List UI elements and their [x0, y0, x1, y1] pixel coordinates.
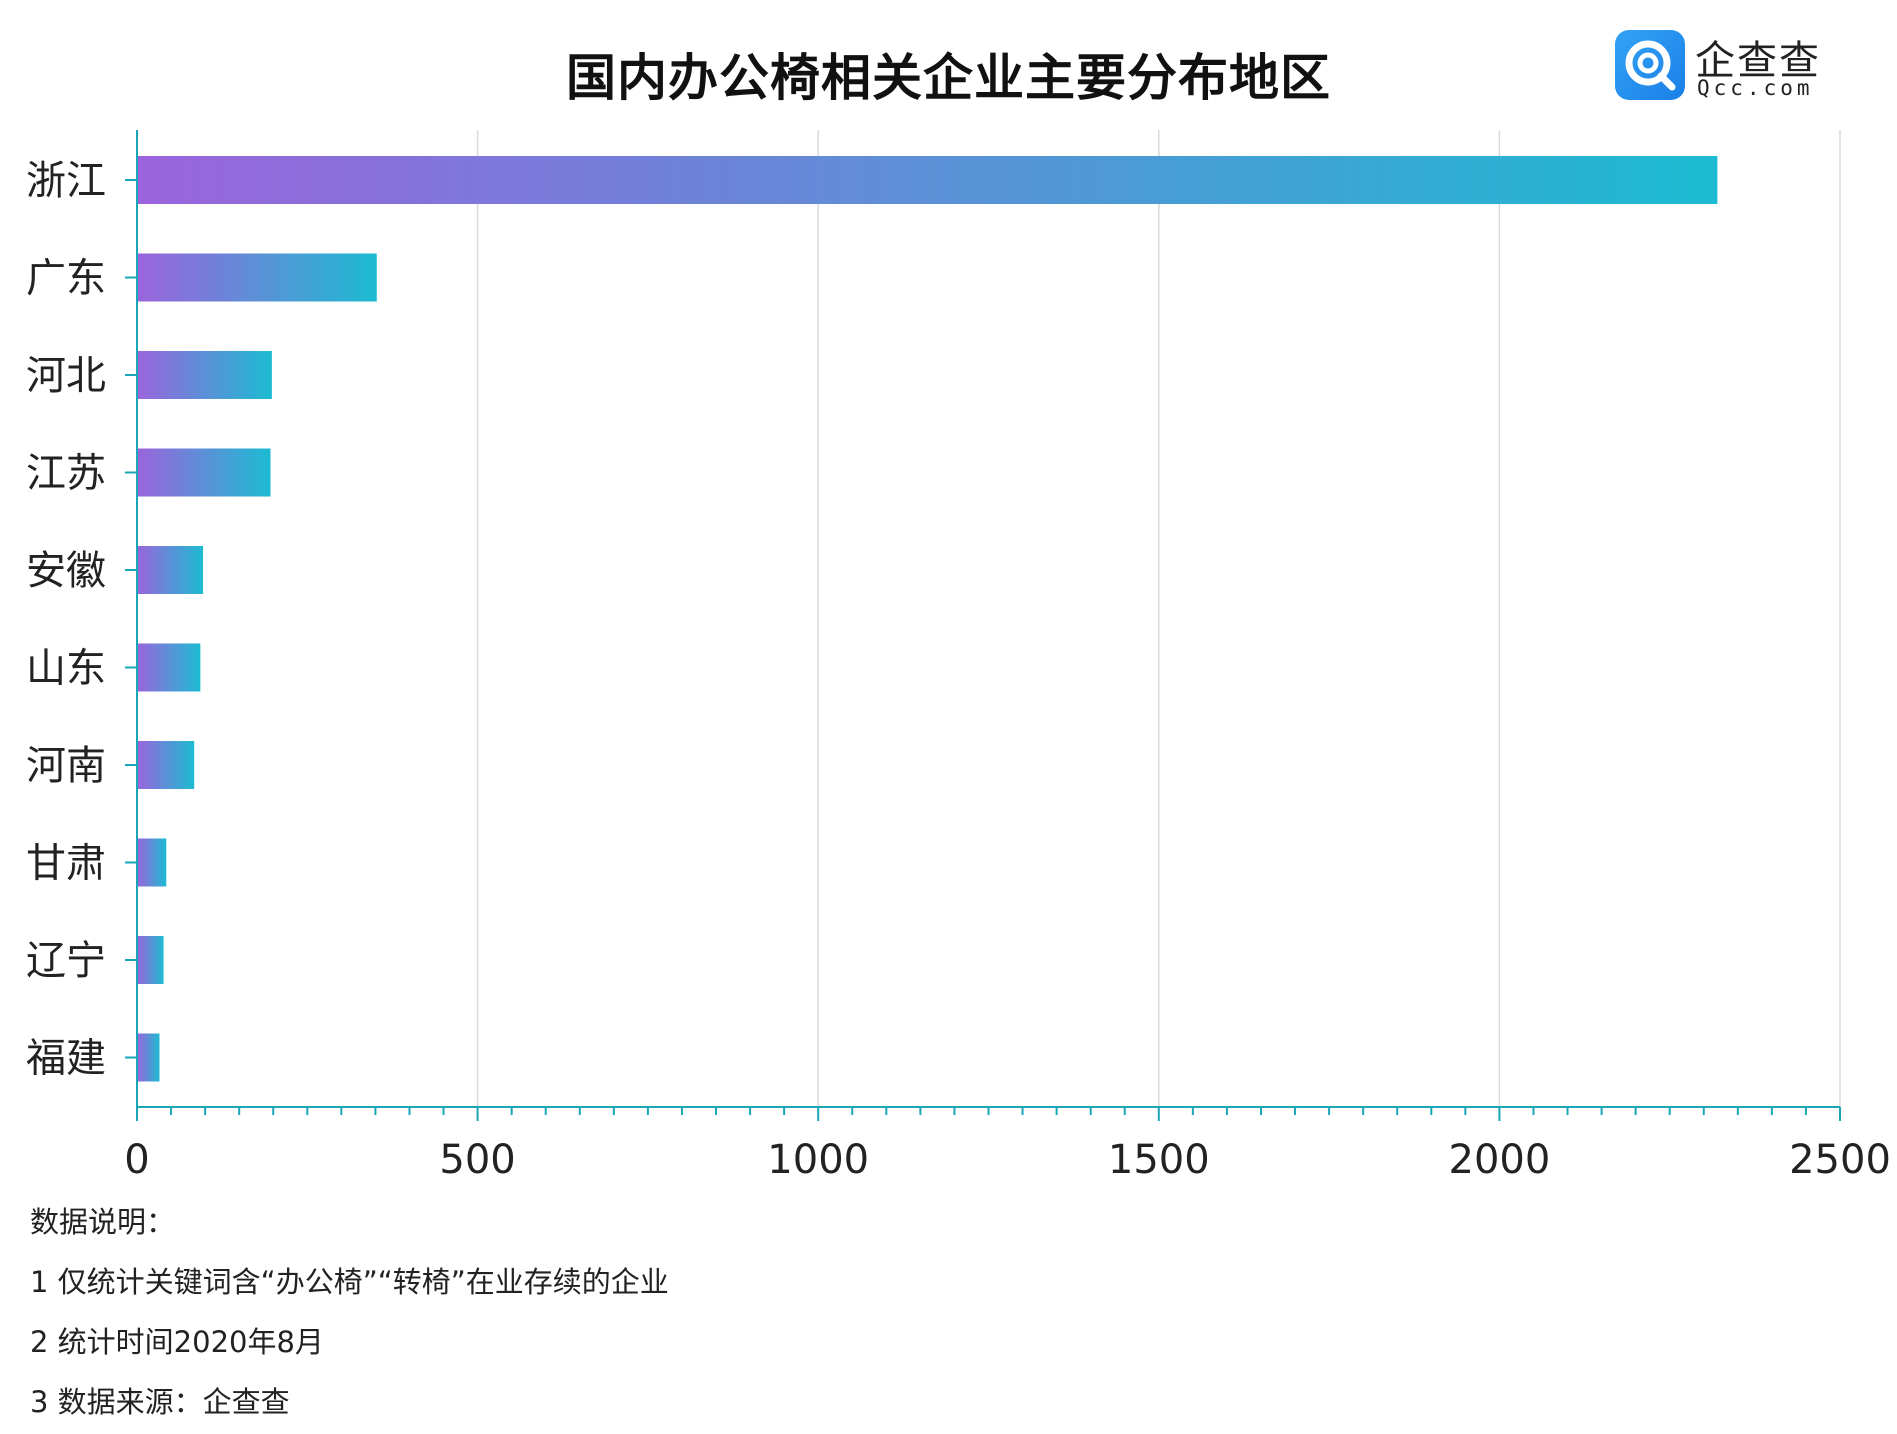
note-line-3: 3 数据来源：企查查 — [30, 1385, 290, 1419]
note-line-1: 1 仅统计关键词含“办公椅”“转椅”在业存续的企业 — [30, 1265, 669, 1299]
category-label: 山东 — [26, 646, 106, 692]
category-label: 甘肃 — [26, 841, 106, 887]
bar — [137, 351, 272, 399]
category-label: 河南 — [26, 743, 106, 789]
category-label: 福建 — [26, 1036, 106, 1082]
bar — [137, 643, 201, 692]
note-line-2: 2 统计时间2020年8月 — [30, 1325, 324, 1359]
logo-name-cn: 企查查 — [1695, 38, 1821, 84]
bar — [137, 741, 195, 789]
x-tick-label: 2000 — [1449, 1137, 1551, 1183]
bar — [137, 448, 271, 497]
logo-name-en: Qcc.com — [1697, 76, 1814, 100]
axes — [125, 130, 1841, 1121]
x-tick-label: 2500 — [1789, 1137, 1891, 1183]
chart-title: 国内办公椅相关企业主要分布地区 — [566, 49, 1331, 107]
x-tick-label: 0 — [124, 1137, 149, 1183]
category-label: 安徽 — [26, 548, 106, 594]
category-label: 辽宁 — [26, 938, 106, 984]
bar — [137, 253, 377, 302]
x-tick-labels: 0 500 1000 1500 2000 2500 — [124, 1137, 1891, 1183]
bar — [137, 1033, 160, 1082]
x-tick-label: 1000 — [767, 1137, 869, 1183]
brand-logo: 企查查 Qcc.com — [1615, 30, 1865, 100]
grid-lines — [476, 130, 1841, 1107]
category-label: 河北 — [26, 353, 106, 399]
x-tick-label: 1500 — [1108, 1137, 1210, 1183]
bar — [137, 936, 164, 984]
category-label: 浙江 — [26, 158, 106, 204]
category-label: 江苏 — [26, 451, 106, 497]
x-tick-label: 500 — [439, 1137, 515, 1183]
bar — [137, 156, 1718, 204]
bar — [137, 838, 167, 887]
notes-heading: 数据说明： — [30, 1205, 176, 1239]
qcc-logo-icon — [1615, 30, 1685, 100]
bars — [137, 156, 1718, 1082]
bar — [137, 546, 204, 594]
category-label: 广东 — [26, 256, 106, 302]
data-notes: 数据说明： 1 仅统计关键词含“办公椅”“转椅”在业存续的企业 2 统计时间20… — [30, 1192, 669, 1432]
